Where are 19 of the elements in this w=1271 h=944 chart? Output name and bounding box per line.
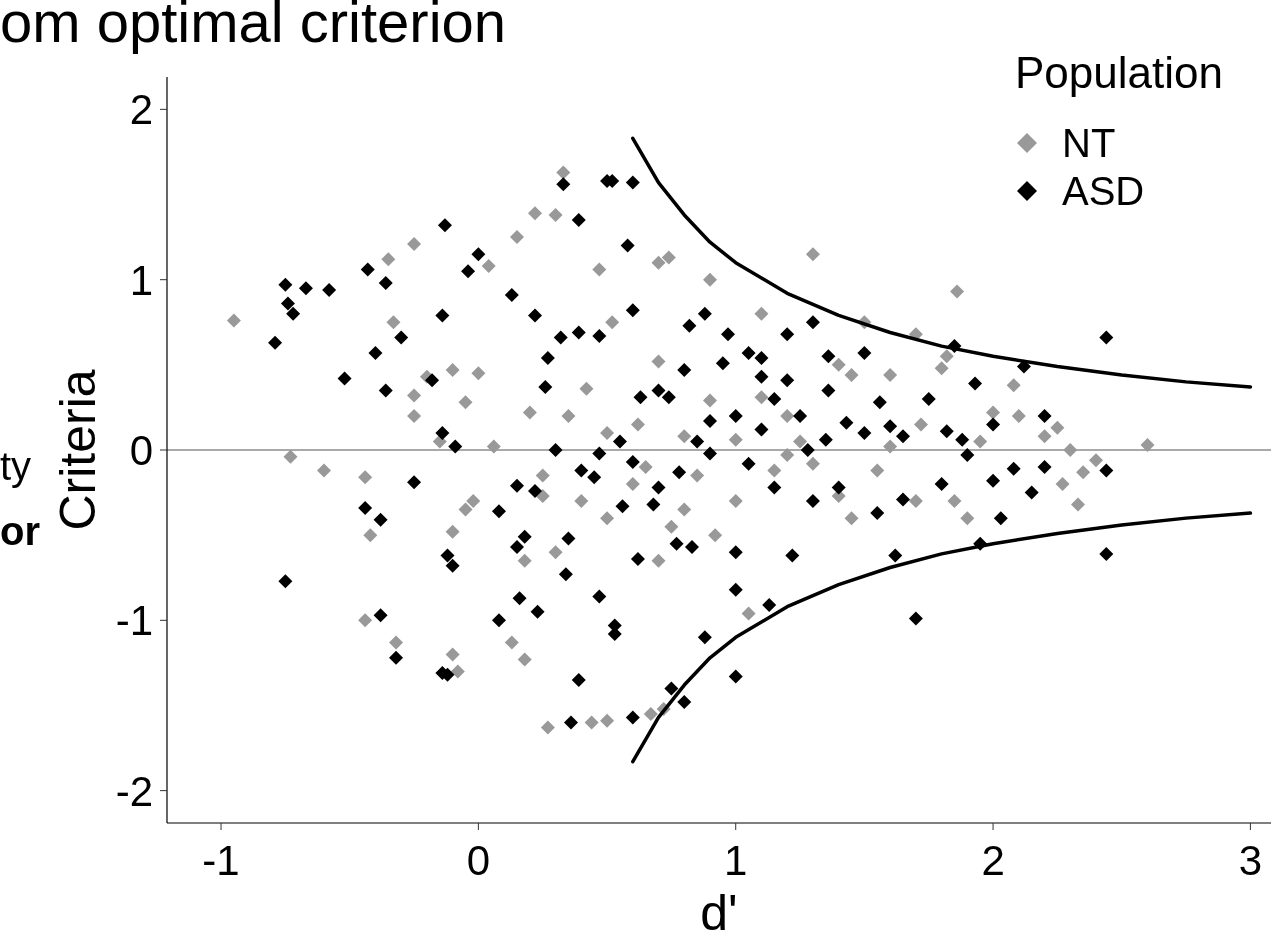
x-tick-label: 3 bbox=[1238, 837, 1263, 884]
text: ty bbox=[0, 444, 32, 488]
y-tick-label: -2 bbox=[115, 767, 153, 815]
y-tick-label: 0 bbox=[129, 427, 153, 475]
x-tick-label: -1 bbox=[202, 837, 240, 884]
y-tick-label: 1 bbox=[129, 256, 153, 304]
x-tick-label: 0 bbox=[466, 837, 491, 884]
chart-title: om optimal criterion bbox=[0, 0, 507, 54]
x-axis-title: d' bbox=[700, 885, 738, 941]
legend-title: Population bbox=[1015, 48, 1223, 97]
x-tick-label: 2 bbox=[981, 837, 1005, 884]
legend-label: ASD bbox=[1062, 169, 1145, 214]
legend-label: NT bbox=[1062, 121, 1116, 166]
y-tick-label: -1 bbox=[115, 597, 153, 645]
y-tick-label: 2 bbox=[129, 86, 153, 134]
line-series bbox=[631, 511, 1253, 764]
x-tick-label: 1 bbox=[724, 837, 748, 884]
text: or bbox=[0, 509, 40, 553]
y-axis-title: Criteria bbox=[50, 369, 106, 531]
